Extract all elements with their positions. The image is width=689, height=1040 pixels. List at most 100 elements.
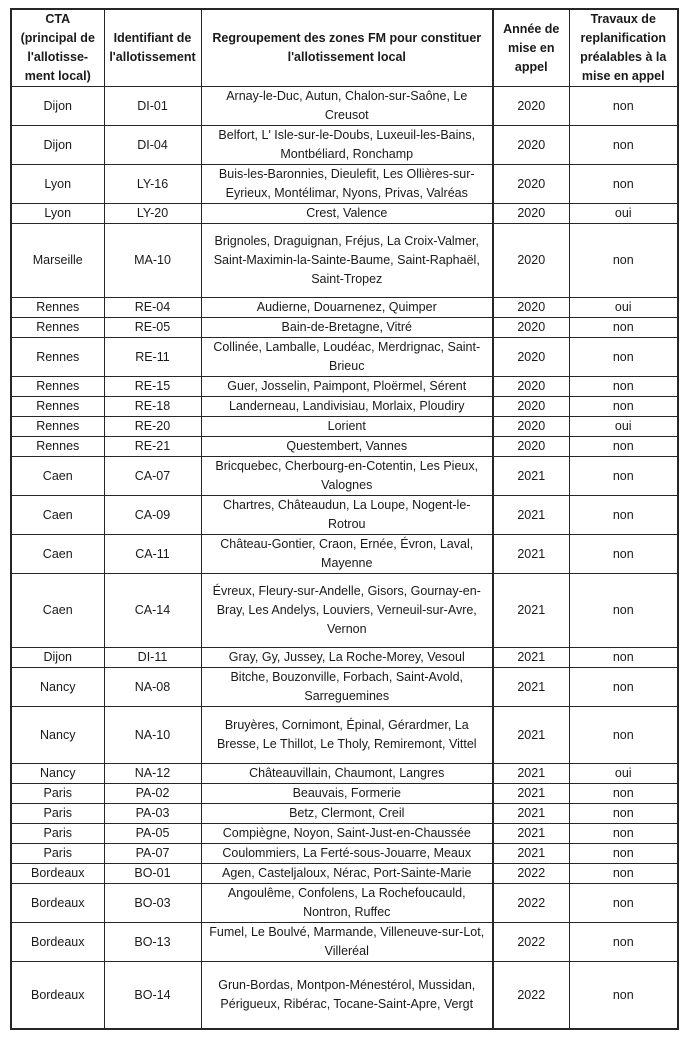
cell-zones: Arnay-le-Duc, Autun, Chalon-sur-Saône, L…	[200, 86, 494, 126]
cell-cta: Paris	[10, 803, 105, 824]
cell-cta: Rennes	[10, 416, 105, 437]
table-row: Dijon DI-11 Gray, Gy, Jussey, La Roche-M…	[10, 647, 679, 668]
table-row: Caen CA-09 Chartres, Châteaudun, La Loup…	[10, 495, 679, 535]
cell-travaux: non	[568, 961, 679, 1030]
table-row: Paris PA-02 Beauvais, Formerie 2021 non	[10, 783, 679, 804]
cell-identifiant: PA-02	[103, 783, 202, 804]
cell-annee: 2022	[492, 961, 570, 1030]
cell-identifiant: RE-04	[103, 297, 202, 318]
cell-travaux: non	[568, 706, 679, 764]
cell-travaux: non	[568, 376, 679, 397]
header-travaux: Travaux de replanification préalables à …	[568, 8, 679, 87]
header-identifiant: Identifiant de l'allotissement	[103, 8, 202, 87]
header-annee: Année de mise en appel	[492, 8, 570, 87]
cell-cta: Lyon	[10, 164, 105, 204]
cell-travaux: non	[568, 337, 679, 377]
cell-zones: Guer, Josselin, Paimpont, Ploërmel, Sére…	[200, 376, 494, 397]
cell-annee: 2020	[492, 436, 570, 457]
cell-zones: Brignoles, Draguignan, Fréjus, La Croix-…	[200, 223, 494, 298]
cell-identifiant: RE-15	[103, 376, 202, 397]
cell-identifiant: BO-03	[103, 883, 202, 923]
header-row: CTA (principal de l'allotisse- ment loca…	[10, 8, 679, 87]
cell-zones: Angoulême, Confolens, La Rochefoucauld, …	[200, 883, 494, 923]
cell-travaux: non	[568, 647, 679, 668]
cell-cta: Dijon	[10, 86, 105, 126]
cell-identifiant: NA-08	[103, 667, 202, 707]
cell-annee: 2021	[492, 667, 570, 707]
cell-zones: Évreux, Fleury-sur-Andelle, Gisors, Gour…	[200, 573, 494, 648]
header-cta: CTA (principal de l'allotisse- ment loca…	[10, 8, 105, 87]
cell-travaux: non	[568, 667, 679, 707]
cell-annee: 2020	[492, 337, 570, 377]
cell-identifiant: NA-12	[103, 763, 202, 784]
cell-identifiant: DI-11	[103, 647, 202, 668]
cell-annee: 2021	[492, 843, 570, 864]
cell-zones: Crest, Valence	[200, 203, 494, 224]
cell-cta: Paris	[10, 823, 105, 844]
cell-annee: 2020	[492, 125, 570, 165]
cell-travaux: non	[568, 783, 679, 804]
cell-travaux: non	[568, 317, 679, 338]
cell-zones: Questembert, Vannes	[200, 436, 494, 457]
cell-zones: Bitche, Bouzonville, Forbach, Saint-Avol…	[200, 667, 494, 707]
cell-zones: Audierne, Douarnenez, Quimper	[200, 297, 494, 318]
cell-identifiant: RE-21	[103, 436, 202, 457]
cell-annee: 2020	[492, 396, 570, 417]
cell-cta: Rennes	[10, 396, 105, 417]
cell-cta: Bordeaux	[10, 863, 105, 884]
table-row: Marseille MA-10 Brignoles, Draguignan, F…	[10, 223, 679, 298]
cell-travaux: non	[568, 164, 679, 204]
cell-identifiant: MA-10	[103, 223, 202, 298]
cell-cta: Rennes	[10, 317, 105, 338]
cell-annee: 2021	[492, 783, 570, 804]
cell-travaux: non	[568, 86, 679, 126]
table-row: Bordeaux BO-13 Fumel, Le Boulvé, Marmand…	[10, 922, 679, 962]
cell-identifiant: PA-05	[103, 823, 202, 844]
cell-identifiant: RE-20	[103, 416, 202, 437]
cell-identifiant: PA-07	[103, 843, 202, 864]
cell-zones: Belfort, L' Isle-sur-le-Doubs, Luxeuil-l…	[200, 125, 494, 165]
cell-travaux: non	[568, 456, 679, 496]
cell-zones: Beauvais, Formerie	[200, 783, 494, 804]
cell-cta: Nancy	[10, 763, 105, 784]
table-body: Dijon DI-01 Arnay-le-Duc, Autun, Chalon-…	[10, 86, 679, 1030]
cell-travaux: non	[568, 843, 679, 864]
table-row: Bordeaux BO-01 Agen, Casteljaloux, Nérac…	[10, 863, 679, 884]
table-row: Dijon DI-04 Belfort, L' Isle-sur-le-Doub…	[10, 125, 679, 165]
table-header: CTA (principal de l'allotisse- ment loca…	[10, 8, 679, 87]
cell-cta: Rennes	[10, 297, 105, 318]
cell-zones: Betz, Clermont, Creil	[200, 803, 494, 824]
table-row: Paris PA-05 Compiègne, Noyon, Saint-Just…	[10, 823, 679, 844]
cell-annee: 2020	[492, 317, 570, 338]
table-row: Lyon LY-16 Buis-les-Baronnies, Dieulefit…	[10, 164, 679, 204]
table-row: Rennes RE-21 Questembert, Vannes 2020 no…	[10, 436, 679, 457]
cell-identifiant: CA-11	[103, 534, 202, 574]
header-zones: Regroupement des zones FM pour constitue…	[200, 8, 494, 87]
cell-zones: Grun-Bordas, Montpon-Ménestérol, Mussida…	[200, 961, 494, 1030]
cell-annee: 2021	[492, 763, 570, 784]
cell-cta: Marseille	[10, 223, 105, 298]
cell-zones: Buis-les-Baronnies, Dieulefit, Les Olliè…	[200, 164, 494, 204]
cell-cta: Bordeaux	[10, 883, 105, 923]
cell-cta: Bordeaux	[10, 922, 105, 962]
cell-travaux: oui	[568, 416, 679, 437]
cell-cta: Caen	[10, 534, 105, 574]
cell-identifiant: NA-10	[103, 706, 202, 764]
table-row: Dijon DI-01 Arnay-le-Duc, Autun, Chalon-…	[10, 86, 679, 126]
table-row: Rennes RE-18 Landerneau, Landivisiau, Mo…	[10, 396, 679, 417]
allotissement-table: CTA (principal de l'allotisse- ment loca…	[10, 8, 679, 1030]
cell-identifiant: DI-04	[103, 125, 202, 165]
cell-cta: Dijon	[10, 647, 105, 668]
cell-travaux: non	[568, 573, 679, 648]
cell-travaux: non	[568, 803, 679, 824]
cell-identifiant: RE-05	[103, 317, 202, 338]
table-row: Caen CA-14 Évreux, Fleury-sur-Andelle, G…	[10, 573, 679, 648]
cell-identifiant: PA-03	[103, 803, 202, 824]
cell-zones: Compiègne, Noyon, Saint-Just-en-Chaussée	[200, 823, 494, 844]
table-row: Nancy NA-08 Bitche, Bouzonville, Forbach…	[10, 667, 679, 707]
table-row: Nancy NA-10 Bruyères, Cornimont, Épinal,…	[10, 706, 679, 764]
cell-cta: Lyon	[10, 203, 105, 224]
cell-identifiant: RE-11	[103, 337, 202, 377]
table-row: Paris PA-03 Betz, Clermont, Creil 2021 n…	[10, 803, 679, 824]
cell-travaux: non	[568, 396, 679, 417]
